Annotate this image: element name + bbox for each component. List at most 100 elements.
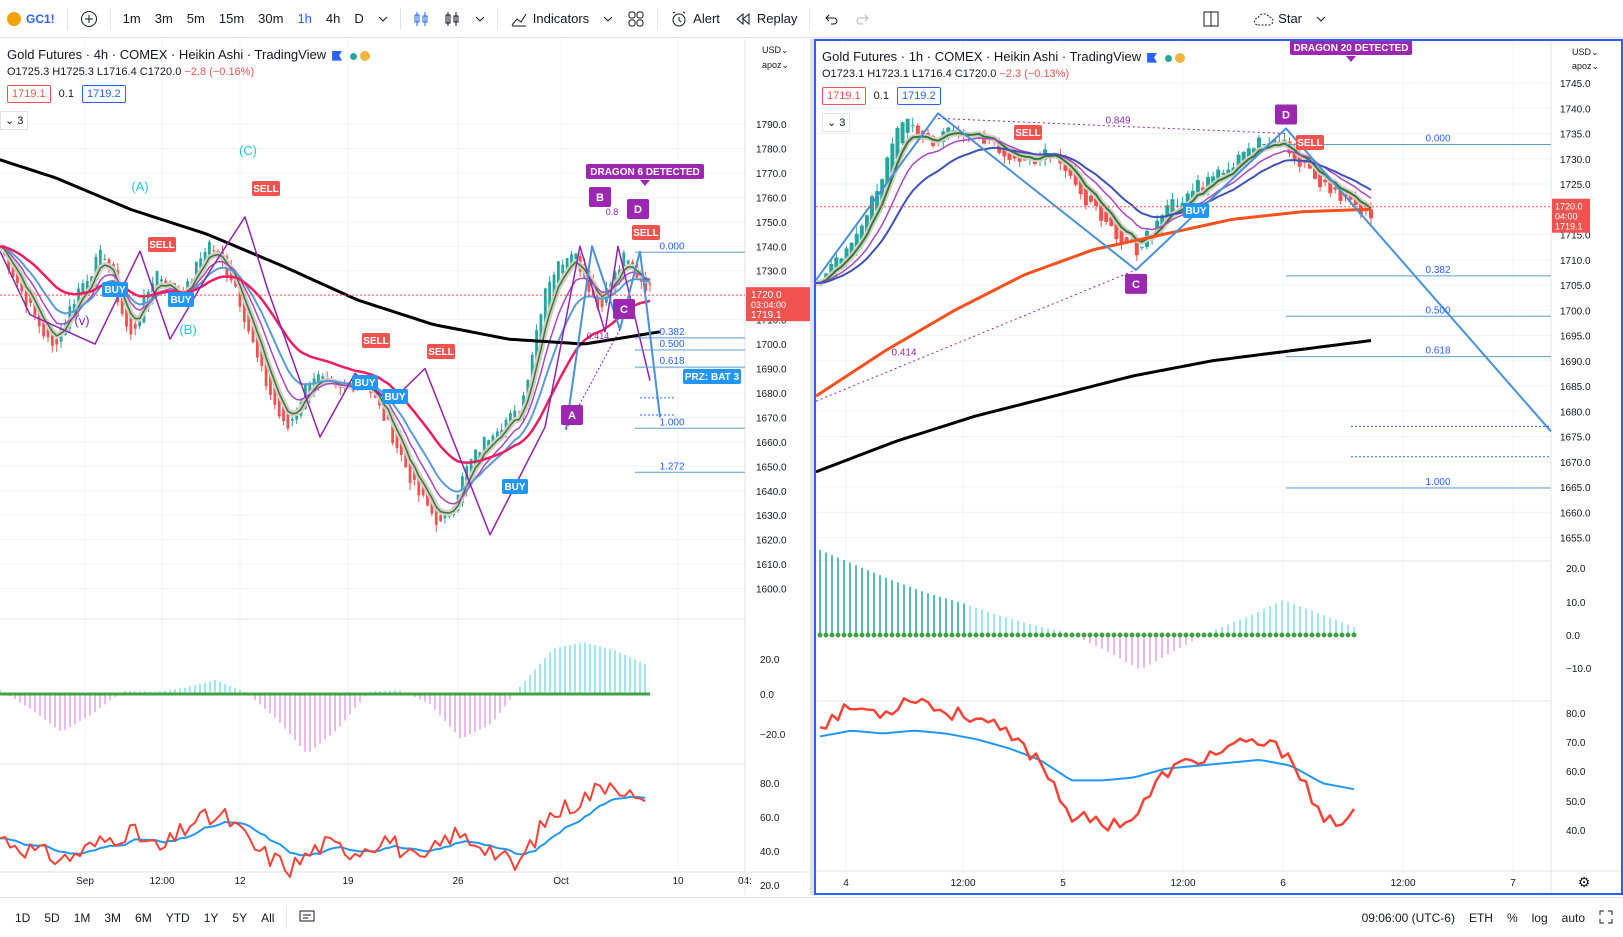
candle-body: [1017, 157, 1022, 162]
fib-level-label: 0.618: [1425, 346, 1450, 357]
chart-type-dropdown[interactable]: [468, 0, 492, 37]
cloud-icon: [1254, 12, 1274, 25]
point-b-bg: [589, 187, 611, 207]
range-1y[interactable]: 1Y: [203, 910, 219, 925]
zigzag-line: [0, 216, 651, 536]
cloud-save-button[interactable]: Star: [1245, 0, 1309, 37]
range-5y[interactable]: 5Y: [232, 910, 248, 925]
range-6m[interactable]: 6M: [135, 910, 152, 925]
candle-body: [203, 251, 207, 267]
range-3m[interactable]: 3M: [104, 910, 122, 925]
range-1d[interactable]: 1D: [15, 910, 31, 925]
range-ytd[interactable]: YTD: [165, 910, 190, 925]
dragon-detected-label-bg: [1290, 41, 1412, 55]
buy-signal-label-bg: [352, 375, 378, 390]
macd-zero-dot: [985, 632, 991, 638]
candle-body: [875, 191, 880, 211]
percent-toggle[interactable]: %: [1506, 911, 1518, 925]
layout-dropdown[interactable]: [1309, 0, 1333, 37]
candle-body: [1124, 237, 1129, 243]
candle-body: [33, 299, 37, 316]
sell-price-button[interactable]: 1719.1: [7, 85, 51, 103]
bid-ask-right: 1719.1 0.1 1719.2: [822, 87, 941, 105]
time-tick-label: 26: [452, 876, 464, 887]
candle-body: [273, 382, 277, 405]
chart-pane-4h[interactable]: Gold Futures · 4h · COMEX · Heikin Ashi …: [0, 39, 810, 895]
tf-5m[interactable]: 5m: [186, 11, 205, 26]
indicators-toggle-left[interactable]: ⌄ 3: [0, 111, 29, 130]
price-tick-label: 1600.0: [756, 585, 787, 596]
candles-icon: [414, 11, 428, 26]
indicators-dropdown[interactable]: [596, 0, 620, 37]
price-tick-label: 1660.0: [756, 438, 787, 449]
candle-body: [1262, 143, 1267, 145]
price-tick-label: 1715.0: [1560, 231, 1591, 242]
candle-body: [155, 271, 159, 292]
macd-zero-dot: [1159, 632, 1165, 638]
candle-body: [1211, 176, 1216, 184]
candle-body: [1251, 148, 1256, 153]
macd-tick-label: 20.0: [1566, 564, 1586, 575]
bar-style-button[interactable]: [406, 0, 436, 37]
macd-zero-dot: [1249, 632, 1255, 638]
macd-zero-dot: [1153, 632, 1159, 638]
candle-body: [264, 355, 268, 387]
macd-zero-dot: [1033, 632, 1039, 638]
dragon-detected-label: DRAGON 20 DETECTED: [1293, 43, 1408, 54]
clock-timezone[interactable]: 09:06:00 (UTC-6): [1361, 911, 1455, 925]
macd-zero-dot: [1081, 632, 1087, 638]
chart-type-button[interactable]: [436, 0, 468, 37]
indicators-toggle-right[interactable]: ⌄ 3: [822, 113, 851, 132]
templates-button[interactable]: [620, 0, 652, 37]
session-button[interactable]: ETH: [1468, 911, 1493, 925]
flag-icon[interactable]: [332, 50, 343, 61]
tf-4h[interactable]: 4h: [325, 11, 341, 26]
buy-price-button[interactable]: 1719.2: [81, 85, 126, 103]
undo-button[interactable]: [815, 0, 847, 37]
tf-1h[interactable]: 1h: [297, 11, 312, 26]
macd-zero-dot: [1117, 632, 1123, 638]
flag-icon[interactable]: [1147, 52, 1158, 63]
redo-button[interactable]: [847, 0, 879, 37]
price-tick-label: 1735.0: [1560, 130, 1591, 141]
rsi-tick-label: 40.0: [1566, 826, 1586, 837]
range-1m[interactable]: 1M: [73, 910, 91, 925]
macd-zero-dot: [1315, 632, 1321, 638]
alert-button[interactable]: Alert: [663, 0, 727, 37]
log-toggle[interactable]: log: [1531, 911, 1548, 925]
sell-signal-label-bg: [362, 333, 390, 348]
price-tick-label: 1750.0: [756, 218, 787, 229]
tf-15m[interactable]: 15m: [218, 11, 245, 26]
chart-canvas-right[interactable]: 1745.0 1740.0 1735.0 1730.0 1725.0 1720.0 1715…: [816, 41, 1621, 893]
tf-1m[interactable]: 1m: [122, 11, 141, 26]
tf-3m[interactable]: 3m: [154, 11, 173, 26]
fullscreen-button[interactable]: [1599, 910, 1613, 927]
chart-pane-1h[interactable]: Gold Futures · 1h · COMEX · Heikin Ashi …: [814, 39, 1623, 895]
price-tag-bg: [1552, 198, 1590, 233]
macd-zero-dot: [865, 632, 871, 638]
candle-body: [1139, 246, 1144, 248]
replay-button[interactable]: Replay: [727, 0, 804, 37]
price-tick-label: 1650.0: [756, 462, 787, 473]
rsi-signal-line: [0, 795, 646, 857]
wave-label: (B): [179, 322, 196, 337]
fib-level-label: 0.382: [1425, 265, 1450, 276]
chart-canvas-left[interactable]: 1790.0 1780.0 1770.0 1760.0 1750.0 1740.0 1730…: [0, 39, 810, 895]
rsi-line: [0, 782, 646, 878]
layout-button[interactable]: [1195, 0, 1227, 37]
buy-price-button[interactable]: 1719.2: [896, 87, 941, 105]
compare-add-button[interactable]: [73, 0, 105, 37]
point-d-bg: [627, 199, 649, 219]
auto-toggle[interactable]: auto: [1561, 911, 1585, 925]
tf-dropdown[interactable]: [371, 0, 395, 37]
goto-date-button[interactable]: [292, 909, 322, 926]
range-all[interactable]: All: [261, 910, 275, 925]
tf-30m[interactable]: 30m: [258, 11, 284, 26]
tf-d[interactable]: D: [354, 11, 364, 26]
macd-zero-dot: [1063, 632, 1069, 638]
pane-divider[interactable]: [810, 39, 814, 895]
sell-price-button[interactable]: 1719.1: [822, 87, 866, 105]
symbol-search[interactable]: GC1!: [0, 0, 62, 37]
range-5d[interactable]: 5D: [44, 910, 60, 925]
indicators-button[interactable]: Indicators: [503, 0, 596, 37]
